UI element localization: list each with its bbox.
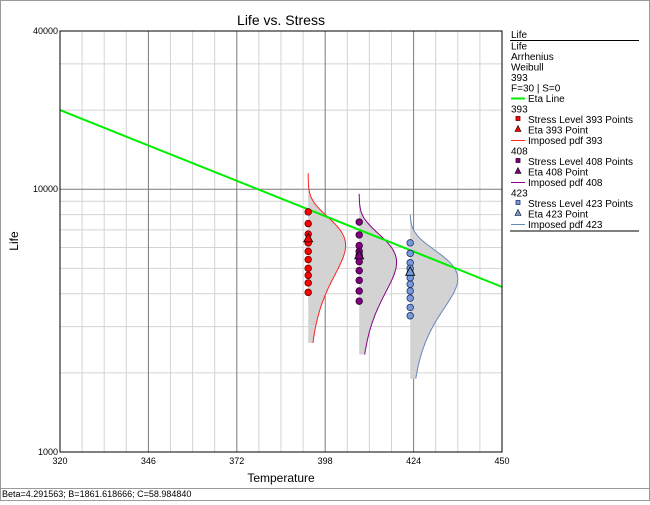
legend-title: Life bbox=[511, 30, 528, 41]
legend-group-header: 408 bbox=[511, 147, 528, 158]
legend-info-line: Life bbox=[511, 42, 528, 53]
legend-eta-line-label: Eta Line bbox=[528, 94, 565, 105]
legend-info-line: F=30 | S=0 bbox=[511, 84, 561, 95]
legend-eta-point-swatch-393 bbox=[514, 124, 522, 132]
legend-info-line: Weibull bbox=[511, 63, 544, 74]
legend-points-swatch-393 bbox=[515, 116, 521, 121]
footer-parameters: Beta=4.291563; B=1861.618666; C=58.98484… bbox=[2, 489, 191, 499]
x-tick-label: 398 bbox=[318, 456, 333, 466]
stress-level-393-point[interactable] bbox=[304, 247, 312, 256]
stress-level-408-point[interactable] bbox=[355, 266, 363, 275]
legend-eta-point-swatch-408 bbox=[514, 166, 522, 174]
legend-eta-point-label: Eta 393 Point bbox=[528, 126, 588, 137]
stress-level-423-point[interactable] bbox=[406, 303, 414, 312]
legend-eta-point-label: Eta 423 Point bbox=[528, 210, 588, 221]
chart-title: Life vs. Stress bbox=[237, 12, 325, 28]
legend-group-header: 393 bbox=[511, 105, 528, 116]
legend-points-swatch-408 bbox=[515, 158, 521, 163]
eta-line bbox=[59, 109, 503, 288]
legend-pdf-label: Imposed pdf 408 bbox=[528, 178, 603, 189]
imposed-pdf-curve-393 bbox=[307, 173, 347, 344]
stress-level-408-point[interactable] bbox=[355, 257, 363, 266]
stress-level-423-point[interactable] bbox=[406, 312, 414, 320]
x-tick-label: 424 bbox=[406, 456, 421, 466]
stress-level-393-point[interactable] bbox=[304, 279, 312, 287]
stress-level-393-point[interactable] bbox=[304, 271, 312, 280]
legend-info-line: 393 bbox=[511, 73, 528, 84]
legend-pdf-label: Imposed pdf 423 bbox=[528, 220, 603, 231]
x-axis-label: Temperature bbox=[247, 471, 315, 485]
legend-points-swatch-423 bbox=[515, 200, 521, 205]
stress-level-423-point[interactable] bbox=[406, 239, 414, 247]
eta-408-point[interactable] bbox=[354, 249, 365, 260]
stress-level-423-point[interactable] bbox=[406, 294, 414, 302]
legend-eta-point-swatch-423 bbox=[514, 208, 522, 216]
stress-level-393-point[interactable] bbox=[304, 208, 312, 216]
stress-level-393-point[interactable] bbox=[304, 288, 312, 297]
stress-level-408-point[interactable] bbox=[355, 276, 363, 285]
legend-pdf-label: Imposed pdf 393 bbox=[528, 136, 603, 147]
stress-level-408-point[interactable] bbox=[355, 231, 363, 239]
eta-393-point[interactable] bbox=[303, 232, 314, 243]
stress-level-408-point[interactable] bbox=[355, 287, 363, 295]
y-tick-label: 10000 bbox=[33, 184, 58, 194]
eta-423-point[interactable] bbox=[405, 265, 416, 276]
legend-info-line: Arrhenius bbox=[511, 52, 554, 63]
stress-level-423-point[interactable] bbox=[406, 249, 414, 258]
imposed-pdf-curve-423 bbox=[409, 214, 459, 379]
stress-level-393-point[interactable] bbox=[304, 255, 312, 264]
y-axis-label: Life bbox=[7, 231, 21, 251]
x-tick-label: 346 bbox=[141, 456, 156, 466]
legend-points-label: Stress Level 393 Points bbox=[528, 115, 633, 126]
x-tick-label: 450 bbox=[494, 456, 509, 466]
stress-level-423-point[interactable] bbox=[406, 280, 414, 288]
legend-points-label: Stress Level 408 Points bbox=[528, 157, 633, 168]
stress-level-423-point[interactable] bbox=[406, 287, 414, 295]
legend-eta-point-label: Eta 408 Point bbox=[528, 168, 588, 179]
x-tick-label: 320 bbox=[52, 456, 67, 466]
y-tick-label: 1000 bbox=[38, 447, 58, 457]
stress-level-393-point[interactable] bbox=[304, 264, 312, 273]
imposed-pdf-fill-393 bbox=[308, 173, 346, 343]
stress-level-393-point[interactable] bbox=[304, 219, 312, 228]
stress-level-408-point[interactable] bbox=[355, 218, 363, 226]
plot-border bbox=[59, 30, 503, 453]
x-tick-label: 372 bbox=[229, 456, 244, 466]
y-tick-label: 40000 bbox=[33, 26, 58, 36]
legend-points-label: Stress Level 423 Points bbox=[528, 199, 633, 210]
legend-group-header: 423 bbox=[511, 189, 528, 200]
stress-level-408-point[interactable] bbox=[355, 297, 363, 305]
imposed-pdf-curve-408 bbox=[358, 193, 398, 355]
